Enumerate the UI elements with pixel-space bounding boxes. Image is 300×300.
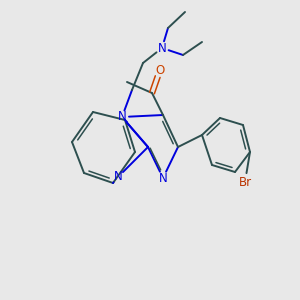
Text: N: N <box>159 172 167 184</box>
Text: Br: Br <box>238 176 252 188</box>
Text: N: N <box>158 41 166 55</box>
Text: N: N <box>114 170 122 184</box>
Text: O: O <box>155 64 165 76</box>
Text: N: N <box>118 110 126 124</box>
